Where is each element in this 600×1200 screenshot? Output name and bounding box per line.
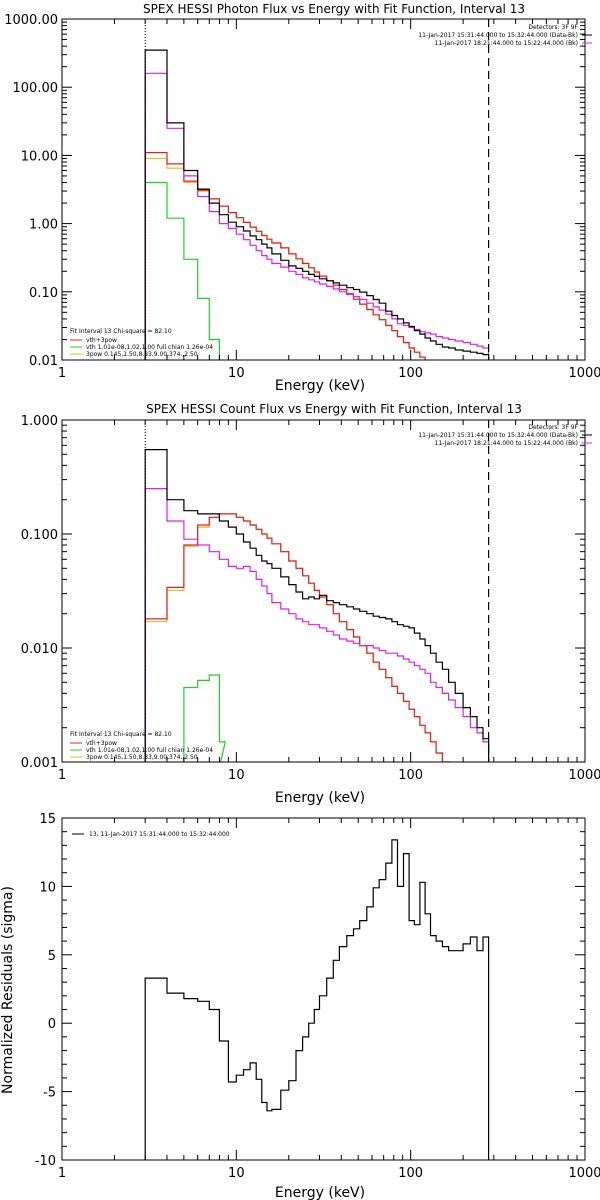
- photon-flux-info-detectors: Detectors: 3F 9F: [528, 24, 578, 31]
- photon-flux-legend-vth: vth 1.01e-08,1.02,1.00 full chian 1.26e-…: [86, 344, 213, 351]
- photon-flux-plot-area: [144, 49, 490, 360]
- photon-flux-ytick-label: 0.01: [29, 354, 58, 369]
- photon-flux-series-vth-3pow: [144, 152, 426, 360]
- photon-flux-ytick-label: 1000.00: [4, 13, 58, 28]
- photon-flux-ytick-label: 100.00: [13, 81, 59, 96]
- residuals-ytick-label: -10: [35, 1154, 56, 1169]
- residuals-series: [144, 839, 490, 1160]
- count-flux-xtick-label: 1000: [568, 768, 600, 783]
- count-flux-legend-fit: Fit Interval 13 Chi-square = 82.10: [70, 731, 172, 738]
- count-flux-series-data: [144, 449, 490, 762]
- count-flux-ytick-label: 0.100: [21, 528, 58, 543]
- count-flux-xtick-label: 10: [228, 768, 245, 783]
- photon-flux-info-bk-interval: 11-Jan-2017 18:21:44.000 to 15:22:44.000…: [435, 40, 578, 47]
- residuals-panel: Energy (keV) Normalized Residuals (sigma…: [0, 812, 600, 1200]
- count-flux-series: [144, 449, 490, 762]
- residuals-xtick-label: 1000: [568, 1166, 600, 1181]
- count-flux-ytick-label: 1.000: [21, 414, 58, 429]
- count-flux-xlabel: Energy (keV): [275, 790, 365, 806]
- residuals-legend: 13, 11-Jan-2017 15:31:44.000 to 15:32:44…: [72, 831, 230, 838]
- residuals-frame: [61, 817, 586, 1161]
- residuals-ylabel: Normalized Residuals (sigma): [0, 886, 16, 1094]
- residuals-legend-label: 13, 11-Jan-2017 15:31:44.000 to 15:32:44…: [89, 831, 230, 838]
- photon-flux-xlabel: Energy (keV): [275, 378, 365, 394]
- photon-flux-xtick-label: 10: [228, 366, 245, 381]
- count-flux-series-vth: [183, 674, 227, 762]
- photon-flux-xtick-label: 1000: [568, 366, 600, 381]
- photon-flux-vlines: [144, 19, 490, 360]
- residuals-ytick-label: -5: [43, 1086, 56, 1101]
- count-flux-axes: 1 10 100 1000 0.001 0.010 0.100 1.000: [21, 414, 600, 783]
- residuals-ytick-label: 15: [39, 812, 56, 827]
- residuals-axes: 1 10 100 1000 -10 -5 0 5 10 15: [35, 812, 600, 1181]
- count-flux-plot-area: [144, 449, 490, 762]
- count-flux-ytick-label: 0.010: [21, 642, 58, 657]
- residuals-xlabel: Energy (keV): [275, 1185, 365, 1200]
- residuals-xtick-label: 1: [58, 1166, 66, 1181]
- photon-flux-frame: [61, 18, 586, 361]
- photon-flux-series-bk: [144, 72, 490, 360]
- count-flux-xtick-label: 1: [58, 768, 66, 783]
- count-flux-info: Detectors: 3F 9F 11-Jan-2017 15:31:44.00…: [418, 424, 592, 447]
- residuals-plot-area: [144, 839, 490, 1160]
- count-flux-xtick-label: 100: [398, 768, 423, 783]
- photon-flux-legend-total: vth+3pow: [86, 337, 117, 344]
- count-flux-ytick-label: 0.001: [21, 756, 58, 771]
- photon-flux-title: SPEX HESSI Photon Flux vs Energy with Fi…: [143, 2, 525, 16]
- count-flux-vlines: [144, 420, 490, 762]
- photon-flux-ytick-label: 10.00: [21, 149, 58, 164]
- photon-flux-panel: SPEX HESSI Photon Flux vs Energy with Fi…: [4, 2, 600, 394]
- count-flux-title: SPEX HESSI Count Flux vs Energy with Fit…: [146, 402, 522, 416]
- count-flux-frame: [61, 419, 586, 763]
- count-flux-panel: SPEX HESSI Count Flux vs Energy with Fit…: [21, 402, 600, 806]
- photon-flux-xtick-label: 100: [398, 366, 423, 381]
- count-flux-legend-3pow: 3pow 0.145,1.50,8.83,9.00,374.,2.50: [86, 754, 198, 761]
- photon-flux-ytick-label: 0.10: [29, 286, 58, 301]
- count-flux-series-bk: [144, 488, 490, 762]
- count-flux-info-detectors: Detectors: 3F 9F: [528, 424, 578, 431]
- photon-flux-ytick-label: 1.00: [29, 218, 58, 233]
- photon-flux-axes: 1 10 100 1000 0.01 0.10 1.00 10.00 100.00 1000.00: [4, 13, 600, 381]
- photon-flux-info: Detectors: 3F 9F 11-Jan-2017 15:31:44.00…: [418, 24, 592, 47]
- photon-flux-series-data: [144, 49, 490, 360]
- count-flux-legend: Fit Interval 13 Chi-square = 82.10 vth+3…: [70, 731, 213, 761]
- residuals-ytick-label: 5: [48, 949, 56, 964]
- residuals-xtick-label: 100: [398, 1166, 423, 1181]
- count-flux-info-data-interval: 11-Jan-2017 15:31:44.000 to 15:32:44.000…: [418, 432, 578, 439]
- count-flux-legend-total: vth+3pow: [86, 740, 117, 747]
- residuals-series-13-11-jan-2017-15-31-44-000-to-15-32-44-000: [144, 839, 490, 1160]
- count-flux-info-bk-interval: 11-Jan-2017 18:21:44.000 to 15:22:44.000…: [435, 440, 578, 447]
- residuals-xtick-label: 10: [228, 1166, 245, 1181]
- photon-flux-xtick-label: 1: [58, 366, 66, 381]
- residuals-ytick-label: 0: [48, 1017, 56, 1032]
- photon-flux-info-data-interval: 11-Jan-2017 15:31:44.000 to 15:32:44.000…: [418, 32, 578, 39]
- photon-flux-legend: Fit Interval 13 Chi-square = 82.10 vth+3…: [70, 328, 213, 358]
- count-flux-legend-vth: vth 1.01e-08,1.02,1.00 full chian 1.26e-…: [86, 747, 213, 754]
- photon-flux-series-vth: [144, 181, 220, 360]
- photon-flux-legend-fit: Fit Interval 13 Chi-square = 82.10: [70, 328, 172, 335]
- photon-flux-series: [144, 49, 490, 360]
- residuals-ytick-label: 10: [39, 880, 56, 895]
- photon-flux-legend-3pow: 3pow 0.145,1.50,8.83,9.00,374.,2.50: [86, 351, 198, 358]
